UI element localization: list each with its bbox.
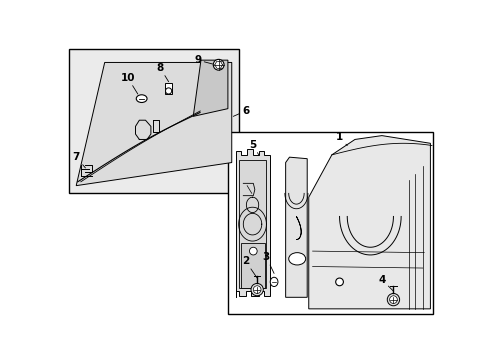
Polygon shape [235,149,270,297]
Circle shape [389,296,396,303]
Text: 5: 5 [249,140,258,155]
Polygon shape [308,136,429,309]
Polygon shape [193,60,227,116]
Text: 8: 8 [156,63,168,82]
Bar [227,132,432,314]
Text: 9: 9 [194,55,212,65]
Polygon shape [76,62,231,186]
Polygon shape [241,243,264,288]
Ellipse shape [288,253,305,265]
Polygon shape [239,160,266,288]
Polygon shape [285,157,306,297]
Circle shape [335,278,343,286]
Ellipse shape [270,277,277,287]
Ellipse shape [136,95,147,103]
Text: 6: 6 [233,106,249,116]
Bar [164,83,172,94]
Circle shape [249,247,257,255]
Circle shape [386,293,399,306]
Circle shape [253,286,261,293]
Text: 10: 10 [121,73,138,94]
Circle shape [165,88,171,94]
Text: 2: 2 [242,256,257,278]
Circle shape [250,283,263,296]
Text: 1: 1 [335,132,346,145]
Text: 3: 3 [262,252,274,274]
Text: 7: 7 [72,152,85,168]
Text: 4: 4 [377,275,393,291]
Bar [68,49,239,193]
Circle shape [213,59,224,70]
